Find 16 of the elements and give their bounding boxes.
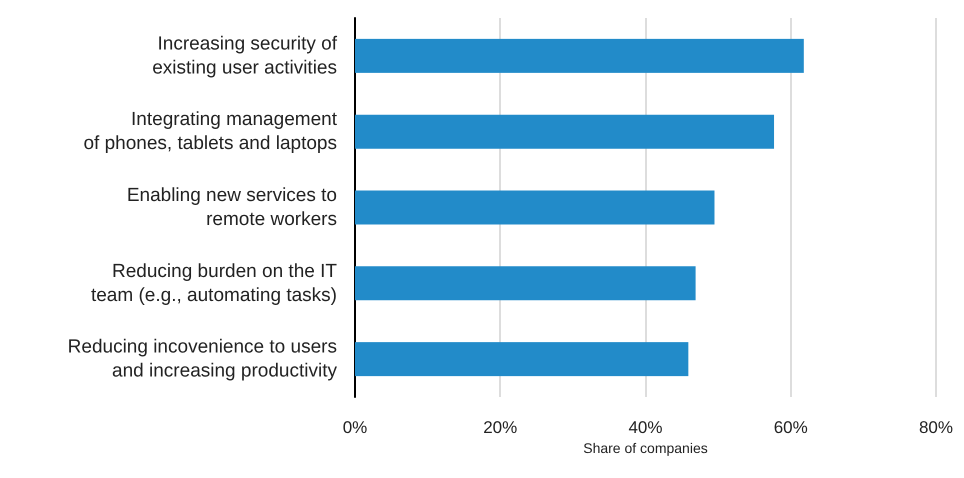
y-tick-label: Enabling new services to remote workers	[126, 185, 337, 230]
x-tick-label: 80%	[918, 418, 954, 437]
x-tick-label: 60%	[774, 418, 808, 437]
bar	[355, 190, 714, 224]
x-tick-label: 20%	[483, 418, 518, 437]
bar	[355, 342, 688, 376]
x-tick-label: 40%	[628, 418, 663, 437]
bar	[355, 266, 696, 300]
bar	[355, 114, 774, 149]
bar	[355, 38, 804, 73]
y-tick-label: Integrating management of phones, tablets and laptops	[83, 109, 338, 154]
x-tick-label: 0%	[342, 418, 368, 437]
y-tick-label: Reducing burden on the IT team (e.g., automating tasks)	[90, 260, 338, 306]
y-tick-label: Increasing security of existing user activities	[152, 33, 338, 78]
y-tick-label: Reducing incovenience to users and increasing productivity	[68, 336, 338, 382]
x-axis-title: Share of companies	[583, 440, 708, 456]
